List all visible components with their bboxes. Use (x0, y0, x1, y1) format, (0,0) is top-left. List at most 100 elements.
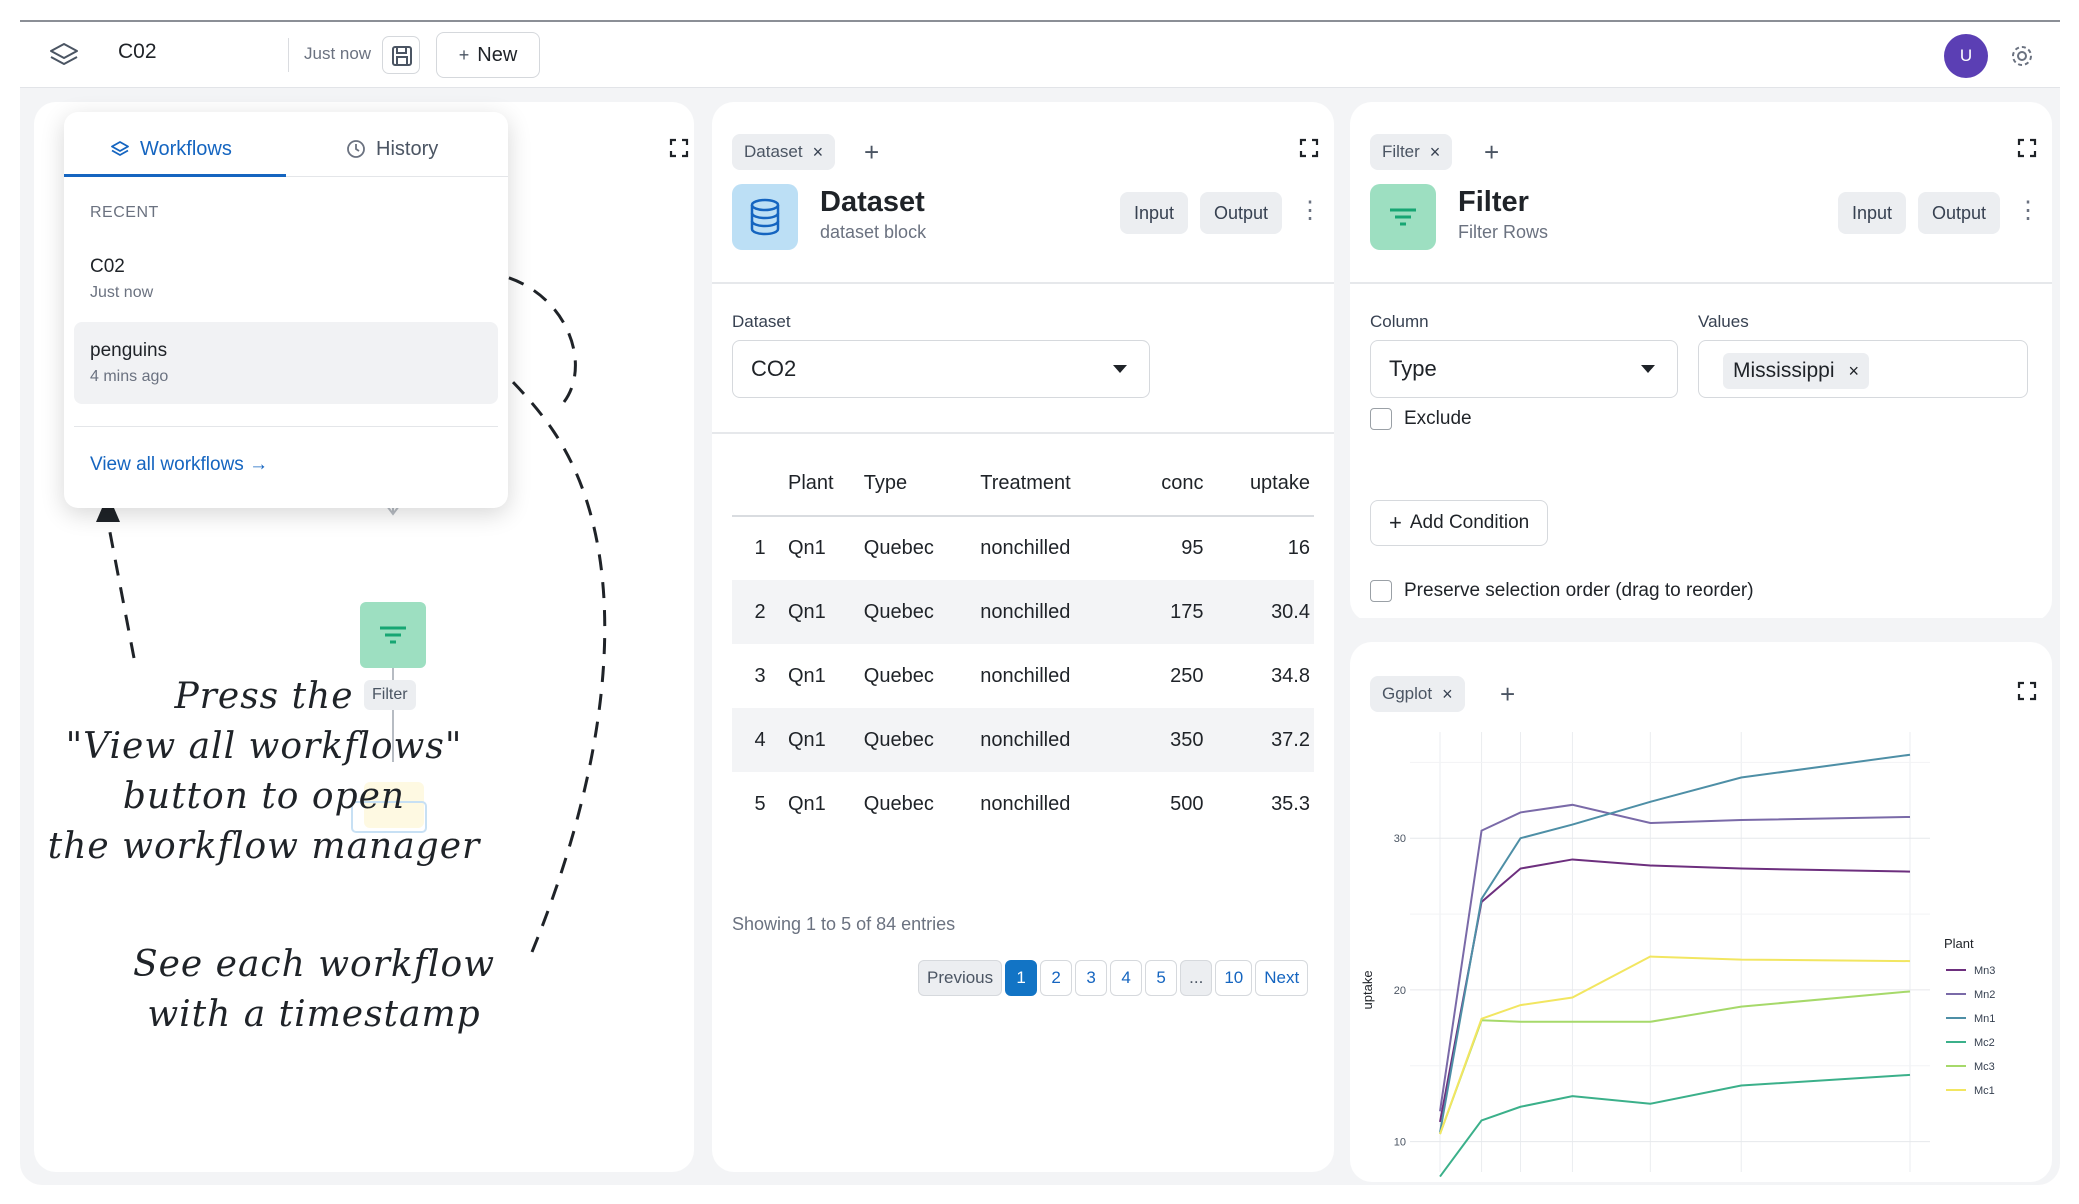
page-2[interactable]: 2 (1040, 960, 1073, 996)
new-label: New (477, 43, 518, 66)
values-field-label: Values (1698, 312, 1749, 331)
page-1[interactable]: 1 (1005, 960, 1038, 996)
input-button[interactable]: Input (1838, 192, 1907, 234)
canvas-edges (351, 490, 427, 833)
legend-label-mn1: Mn1 (1974, 1013, 1995, 1025)
close-icon[interactable]: × (1848, 360, 1860, 381)
app-frame: C02 Just now + New U (20, 20, 2060, 1185)
panel-gap (1350, 618, 2052, 622)
dataset-block-icon (732, 184, 798, 250)
y-axis-label: uptake (1360, 970, 1375, 1009)
exclude-checkbox[interactable] (1370, 408, 1392, 430)
clock-icon (347, 140, 365, 158)
save-icon (392, 46, 412, 66)
expand-icon[interactable] (1298, 137, 1320, 159)
page-3[interactable]: 3 (1075, 960, 1108, 996)
table-row[interactable]: 4 Qn1 Quebec nonchilled 350 37.2 (732, 708, 1314, 772)
more-icon[interactable]: ⋮ (2016, 197, 2040, 224)
database-icon (750, 198, 780, 236)
data-table: Plant Type Treatment conc uptake 1 Qn1 Q… (732, 452, 1314, 836)
save-button[interactable] (382, 36, 420, 74)
divider (1350, 282, 2052, 284)
annotation-view-all: Press the "View all workflows" button to… (47, 676, 481, 867)
page-5[interactable]: 5 (1145, 960, 1178, 996)
expand-icon[interactable] (2016, 137, 2038, 159)
saved-status: Just now (304, 44, 372, 63)
plus-icon: + (1389, 510, 1402, 535)
annotation-timestamp: See each workflow with a timestamp (132, 944, 496, 1035)
add-tab-button[interactable]: + (1500, 679, 1516, 709)
y-tick-label: 30 (1394, 833, 1406, 845)
gear-icon[interactable] (2008, 42, 2036, 70)
workflow-item[interactable]: penguins 4 mins ago (74, 322, 498, 404)
page-previous[interactable]: Previous (918, 960, 1003, 996)
page-4[interactable]: 4 (1110, 960, 1143, 996)
expand-icon[interactable] (668, 137, 690, 159)
close-icon[interactable]: × (812, 141, 824, 162)
recent-heading: RECENT (90, 204, 159, 221)
legend-label-mc2: Mc2 (1974, 1037, 1995, 1049)
series-line-mc1 (1439, 955, 1911, 1135)
layers-icon (111, 141, 129, 156)
tab-ggplot[interactable]: Ggplot × (1370, 676, 1465, 712)
page-10[interactable]: 10 (1215, 960, 1253, 996)
workflow-name[interactable]: C02 (118, 40, 157, 63)
block-title: Dataset (820, 186, 925, 218)
chevron-down-icon (1641, 365, 1655, 373)
preserve-order-checkbox[interactable] (1370, 580, 1392, 602)
close-icon[interactable]: × (1442, 683, 1453, 704)
workflow-item[interactable]: C02 Just now (90, 256, 154, 301)
divider (74, 426, 498, 427)
output-button[interactable]: Output (1918, 192, 2001, 234)
add-condition-button[interactable]: + Add Condition (1370, 500, 1549, 546)
active-tab-indicator (64, 174, 286, 177)
y-tick-label: 10 (1394, 1137, 1406, 1149)
y-tick-label: 20 (1394, 985, 1406, 997)
column-select[interactable]: Type (1370, 340, 1678, 398)
page-ellipsis: ... (1180, 960, 1213, 996)
add-tab-button[interactable]: + (1484, 137, 1500, 167)
legend-label-mc3: Mc3 (1974, 1061, 1995, 1073)
legend-title: Plant (1944, 936, 1974, 951)
series-line-mc3 (1439, 990, 1911, 1135)
series-line-mn2 (1439, 803, 1911, 1112)
legend-label-mn2: Mn2 (1974, 989, 1995, 1001)
pagination: Previous 1 2 3 4 5 ... 10 Next (918, 960, 1309, 996)
column-field-label: Column (1370, 312, 1429, 331)
tab-divider (64, 176, 508, 177)
tab-filter[interactable]: Filter × (1370, 134, 1453, 170)
block-title: Filter (1458, 186, 1529, 218)
input-button[interactable]: Input (1120, 192, 1189, 234)
table-row[interactable]: 3 Qn1 Quebec nonchilled 250 34.8 (754, 664, 1310, 687)
expand-icon[interactable] (2016, 680, 2038, 702)
preserve-order-label: Preserve selection order (drag to reorde… (1404, 580, 1754, 601)
tab-workflows[interactable]: Workflows (110, 124, 232, 174)
avatar[interactable]: U (1944, 34, 1988, 78)
value-tag: Mississippi × (1723, 353, 1870, 389)
table-info: Showing 1 to 5 of 84 entries (732, 914, 956, 934)
new-workflow-button[interactable]: + New (436, 32, 540, 78)
workflows-dropdown: Workflows History RECENT C02 Just now pe… (64, 112, 508, 508)
divider (712, 432, 1334, 434)
add-tab-button[interactable]: + (864, 137, 880, 167)
table-row[interactable]: 2 Qn1 Quebec nonchilled 175 30.4 (732, 580, 1314, 644)
layers-icon[interactable] (48, 40, 80, 70)
more-icon[interactable]: ⋮ (1298, 197, 1322, 224)
filter-icon (380, 626, 406, 644)
output-button[interactable]: Output (1200, 192, 1283, 234)
close-icon[interactable]: × (1429, 141, 1441, 162)
filter-block-icon (1370, 184, 1436, 250)
table-row[interactable]: 1 Qn1 Quebec nonchilled 95 16 (754, 537, 1310, 559)
table-row[interactable]: 5 Qn1 Quebec nonchilled 500 35.3 (754, 792, 1310, 815)
block-subtitle: dataset block (820, 222, 927, 242)
dataset-select[interactable]: CO2 (732, 340, 1150, 398)
page-next[interactable]: Next (1255, 960, 1309, 996)
dataset-field-label: Dataset (732, 312, 791, 331)
filter-node[interactable] (360, 602, 426, 668)
series-line-mn1 (1439, 753, 1911, 1133)
block-subtitle: Filter Rows (1458, 222, 1549, 242)
values-select[interactable]: Mississippi × (1698, 340, 2028, 398)
view-all-workflows-link[interactable]: View all workflows → (90, 454, 269, 475)
tab-history[interactable]: History (346, 124, 438, 174)
tab-dataset[interactable]: Dataset × (732, 134, 836, 170)
